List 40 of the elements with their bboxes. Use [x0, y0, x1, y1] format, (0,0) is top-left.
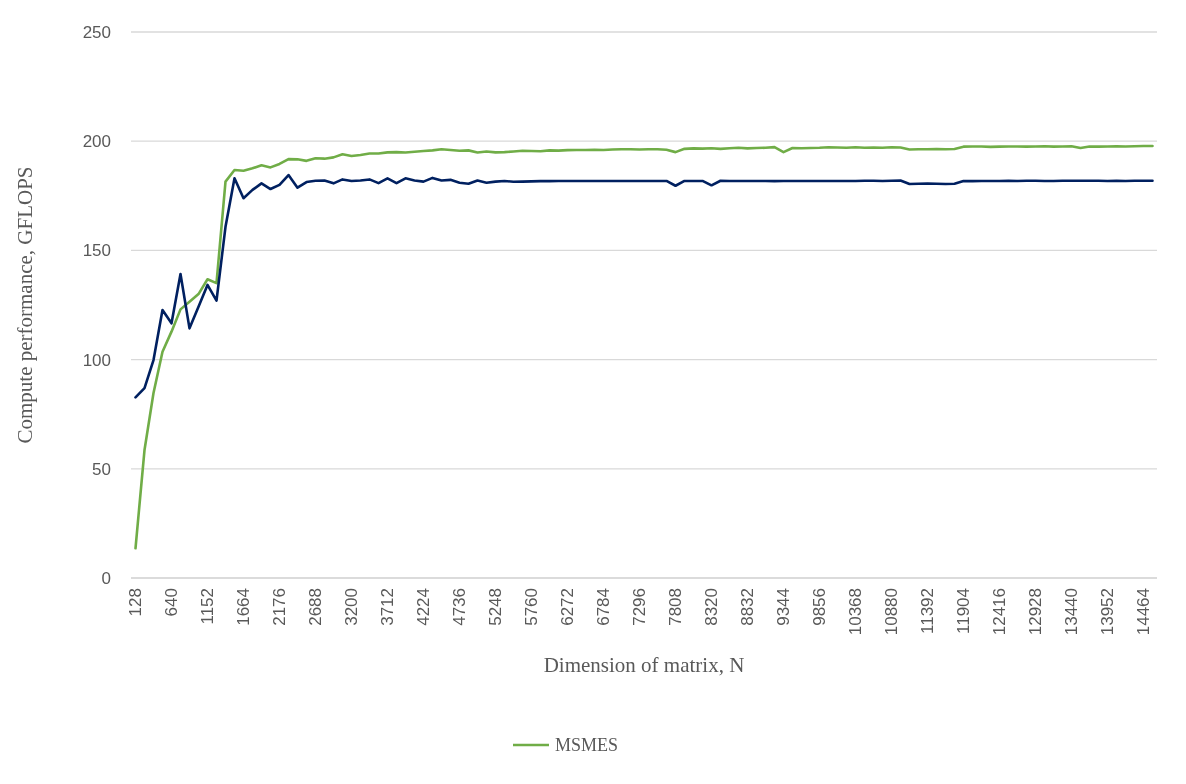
x-tick-label: 640 [162, 588, 182, 617]
y-tick-label: 250 [82, 22, 111, 42]
x-tick-label: 10880 [882, 588, 902, 636]
x-tick-label: 6272 [558, 588, 578, 626]
x-tick-label: 7296 [630, 588, 650, 626]
x-tick-label: 13952 [1098, 588, 1118, 636]
x-tick-label: 6784 [594, 588, 614, 626]
y-tick-label: 150 [82, 241, 111, 261]
x-tick-label: 8320 [702, 588, 722, 626]
y-tick-label: 200 [82, 132, 111, 152]
y-tick-label: 50 [92, 459, 111, 479]
x-tick-label: 9344 [774, 588, 794, 626]
x-tick-label: 4736 [450, 588, 470, 626]
y-axis-title: Compute performance, GFLOPS [13, 166, 37, 444]
x-tick-label: 2176 [270, 588, 290, 626]
x-tick-label: 10368 [846, 588, 866, 636]
x-tick-label: 14464 [1134, 588, 1154, 636]
x-tick-label: 8832 [738, 588, 758, 626]
x-tick-label: 128 [126, 588, 146, 617]
x-tick-label: 4224 [414, 588, 434, 626]
x-tick-label: 2688 [306, 588, 326, 626]
x-tick-label: 3200 [342, 588, 362, 626]
legend-label: MSMES [555, 735, 619, 756]
y-tick-label: 0 [101, 568, 111, 588]
x-tick-label: 5248 [486, 588, 506, 626]
x-axis-title: Dimension of matrix, N [543, 653, 745, 677]
x-tick-label: 12416 [990, 588, 1010, 636]
x-tick-label: 5760 [522, 588, 542, 626]
line-series [134, 173, 1154, 399]
y-tick-label: 100 [82, 350, 111, 370]
x-tick-label: 3712 [378, 588, 398, 626]
x-tick-label: 11904 [954, 588, 974, 635]
x-tick-label: 13440 [1062, 588, 1082, 636]
x-tick-label: 11392 [918, 588, 938, 635]
x-tick-label: 1664 [234, 588, 254, 626]
x-tick-label: 1152 [198, 588, 218, 625]
line-series [134, 144, 1154, 550]
x-tick-label: 7808 [666, 588, 686, 626]
x-tick-label: 9856 [810, 588, 830, 626]
x-tick-label: 12928 [1026, 588, 1046, 636]
